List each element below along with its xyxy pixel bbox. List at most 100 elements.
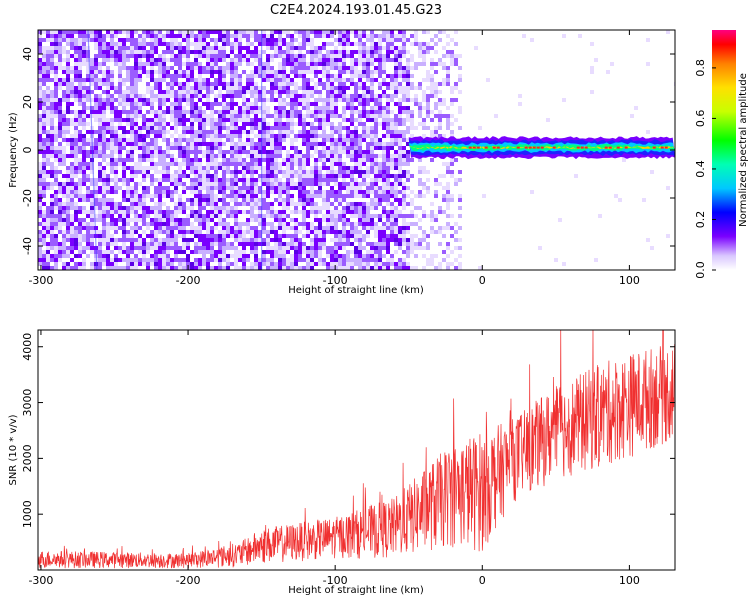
spectrogram-cell bbox=[98, 58, 102, 62]
spectrogram-cell bbox=[182, 214, 186, 218]
spectrogram-cell bbox=[86, 146, 90, 150]
spectrogram-cell bbox=[54, 142, 58, 146]
spectrogram-cell bbox=[42, 190, 46, 194]
spectrogram-cell bbox=[106, 222, 110, 226]
spectrogram-cell bbox=[54, 226, 58, 230]
spectrogram-cell bbox=[146, 98, 150, 102]
spectrogram-cell bbox=[166, 222, 170, 226]
spectrogram-cell bbox=[154, 62, 158, 66]
spectrogram-cell bbox=[226, 166, 230, 170]
spectrogram-cell bbox=[114, 58, 118, 62]
spectrogram-cell bbox=[202, 198, 206, 202]
spectrogram-cell bbox=[350, 178, 354, 182]
spectrogram-cell bbox=[202, 178, 206, 182]
spectrogram-cell bbox=[190, 54, 194, 58]
spectrogram-cell bbox=[190, 190, 194, 194]
spectrogram-cell bbox=[310, 158, 314, 162]
spectrogram-cell bbox=[50, 90, 54, 94]
spectrogram-cell bbox=[358, 62, 362, 66]
spectrogram-cell bbox=[254, 258, 258, 262]
spectrogram-cell bbox=[330, 158, 334, 162]
spectrogram-cell bbox=[222, 54, 226, 58]
spectrogram-cell bbox=[182, 38, 186, 42]
spectrogram-cell bbox=[86, 126, 90, 130]
spectrogram-cell bbox=[130, 254, 134, 258]
spectrogram-cell bbox=[338, 222, 342, 226]
spectrogram-cell bbox=[162, 214, 166, 218]
spectrogram-cell bbox=[286, 198, 290, 202]
spectrogram-cell bbox=[102, 234, 106, 238]
spectrogram-cell bbox=[98, 38, 102, 42]
spectrogram-cell bbox=[114, 126, 118, 130]
spectrogram-cell bbox=[162, 54, 166, 58]
spectrogram-cell bbox=[126, 130, 130, 134]
spectrogram-cell bbox=[54, 154, 58, 158]
spectrogram-cell bbox=[154, 166, 158, 170]
spectrogram-cell bbox=[102, 206, 106, 210]
spectrogram-cell bbox=[322, 110, 326, 114]
spectrogram-cell bbox=[98, 198, 102, 202]
spectrogram-cell bbox=[326, 94, 330, 98]
spectrogram-cell bbox=[118, 70, 122, 74]
spectrogram-cell bbox=[270, 170, 274, 174]
spectrogram-cell bbox=[346, 54, 350, 58]
spectrogram-cell bbox=[214, 262, 218, 266]
spectrogram-cell bbox=[62, 134, 66, 138]
spectrogram-cell bbox=[318, 190, 322, 194]
spectrogram-cell bbox=[38, 122, 42, 126]
spectrogram-cell bbox=[154, 102, 158, 106]
spectrogram-cell bbox=[150, 222, 154, 226]
spectrogram-cell bbox=[350, 86, 354, 90]
spectrogram-cell bbox=[114, 42, 118, 46]
spectrogram-cell bbox=[106, 190, 110, 194]
spectrogram-cell bbox=[146, 110, 150, 114]
spectrogram-cell bbox=[350, 98, 354, 102]
spectrogram-cell bbox=[226, 254, 230, 258]
spectrogram-cell bbox=[222, 82, 226, 86]
spectrogram-cell bbox=[114, 170, 118, 174]
spectrogram-cell bbox=[234, 46, 238, 50]
spectrogram-cell bbox=[262, 162, 266, 166]
spectrogram-cell bbox=[266, 138, 270, 142]
spectrogram-cell bbox=[230, 38, 234, 42]
spectrogram-cell bbox=[138, 262, 142, 266]
spectrogram-cell bbox=[210, 74, 214, 78]
spectrogram-cell bbox=[270, 222, 274, 226]
spectrogram-cell bbox=[246, 74, 250, 78]
spectrogram-cell bbox=[198, 50, 202, 54]
spectrogram-cell bbox=[246, 38, 250, 42]
spectrogram-cell bbox=[62, 242, 66, 246]
spectrogram-cell bbox=[314, 226, 318, 230]
spectrogram-cell bbox=[170, 214, 174, 218]
spectrogram-cell bbox=[362, 126, 366, 130]
spectrogram-cell bbox=[278, 110, 282, 114]
spectrogram-cell bbox=[342, 234, 346, 238]
spectrogram-cell bbox=[258, 34, 262, 38]
spectrogram-cell bbox=[274, 30, 278, 34]
spectrogram-cell bbox=[154, 206, 158, 210]
spectrogram-cell bbox=[38, 106, 42, 110]
spectrogram-cell bbox=[58, 254, 62, 258]
spectrogram-cell bbox=[250, 58, 254, 62]
spectrogram-cell bbox=[266, 54, 270, 58]
spectrogram-cell bbox=[118, 50, 122, 54]
spectrogram-cell bbox=[290, 50, 294, 54]
spectrogram-cell bbox=[90, 202, 94, 206]
spectrogram-cell bbox=[54, 86, 58, 90]
spectrogram-cell bbox=[318, 174, 322, 178]
spectrogram-cell bbox=[122, 214, 126, 218]
spectrogram-cell bbox=[186, 214, 190, 218]
spectrogram-cell bbox=[166, 50, 170, 54]
spectrogram-cell bbox=[366, 66, 370, 70]
spectrogram-cell bbox=[138, 54, 142, 58]
spectrogram-cell bbox=[330, 46, 334, 50]
spectrogram-cell bbox=[310, 198, 314, 202]
spectrogram-cell bbox=[254, 198, 258, 202]
spectrogram-cell bbox=[242, 186, 246, 190]
spectrogram-cell bbox=[242, 34, 246, 38]
spectrogram-cell bbox=[238, 230, 242, 234]
spectrogram-cell bbox=[42, 258, 46, 262]
spectrogram-cell bbox=[250, 266, 254, 270]
spectrogram-cell bbox=[222, 50, 226, 54]
spectrogram-cell bbox=[166, 98, 170, 102]
